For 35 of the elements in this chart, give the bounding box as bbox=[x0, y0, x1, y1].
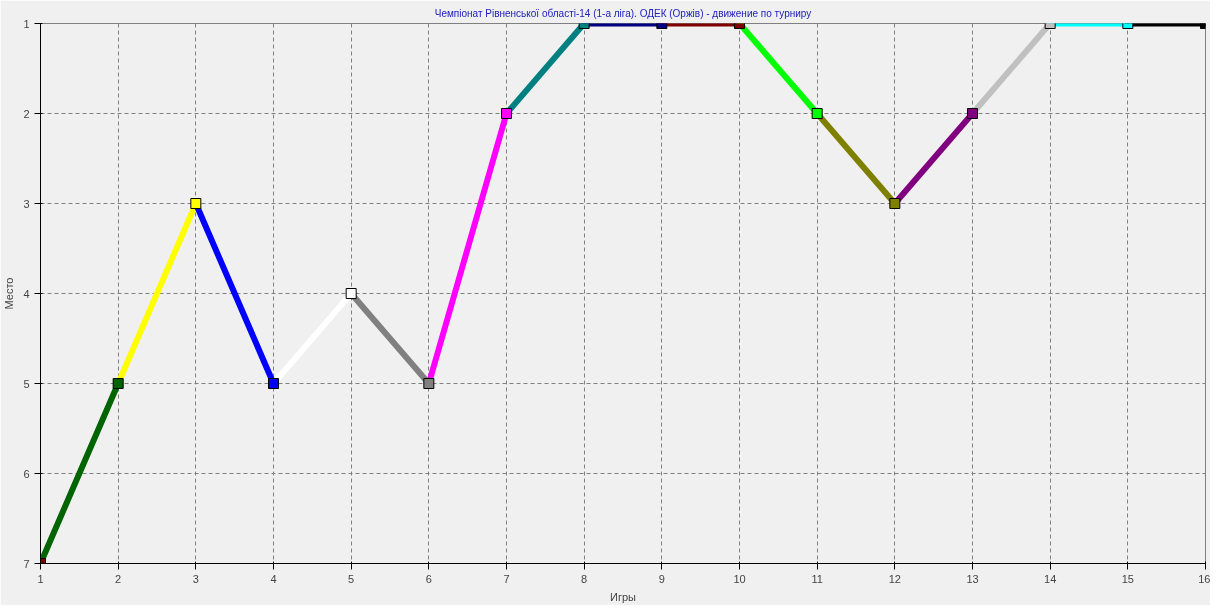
y-axis-title: Место bbox=[3, 277, 16, 310]
x-axis-title: Игры bbox=[610, 590, 637, 603]
x-tick-label: 6 bbox=[425, 572, 432, 585]
y-tick-label: 1 bbox=[23, 17, 30, 30]
x-tick-label: 13 bbox=[966, 572, 979, 585]
x-tick-label: 12 bbox=[888, 572, 901, 585]
x-tick-label: 1 bbox=[37, 572, 44, 585]
x-tick-label: 8 bbox=[581, 572, 588, 585]
point bbox=[112, 378, 124, 389]
y-tick-label: 6 bbox=[23, 467, 30, 480]
point bbox=[967, 108, 978, 119]
point bbox=[889, 198, 901, 209]
x-tick-label: 7 bbox=[503, 572, 510, 585]
y-tick-label: 2 bbox=[23, 107, 30, 120]
point bbox=[811, 108, 823, 119]
y-tick-label: 5 bbox=[23, 377, 30, 390]
y-tick-label: 7 bbox=[23, 557, 30, 570]
x-tick-label: 9 bbox=[658, 572, 665, 585]
x-tick-label: 11 bbox=[811, 572, 823, 585]
x-tick-label: 15 bbox=[1121, 572, 1134, 585]
x-tick-label: 16 bbox=[1198, 572, 1211, 585]
x-tick-label: 4 bbox=[270, 572, 277, 585]
point bbox=[190, 198, 202, 209]
point bbox=[345, 288, 357, 299]
point bbox=[423, 378, 435, 389]
x-tick-label: 10 bbox=[733, 572, 746, 585]
chart-title: Чемпіонат Рівненської області-14 (1-а ліга). ОДЕК (Оржів) - движение по турниру bbox=[434, 7, 812, 19]
x-tick-label: 3 bbox=[192, 572, 199, 585]
x-tick-label: 5 bbox=[348, 572, 355, 585]
point bbox=[501, 108, 512, 119]
point bbox=[268, 378, 279, 389]
x-tick-label: 14 bbox=[1044, 572, 1057, 585]
x-tick-label: 2 bbox=[115, 572, 122, 585]
y-tick-label: 3 bbox=[23, 197, 30, 210]
y-tick-label: 4 bbox=[23, 287, 30, 300]
